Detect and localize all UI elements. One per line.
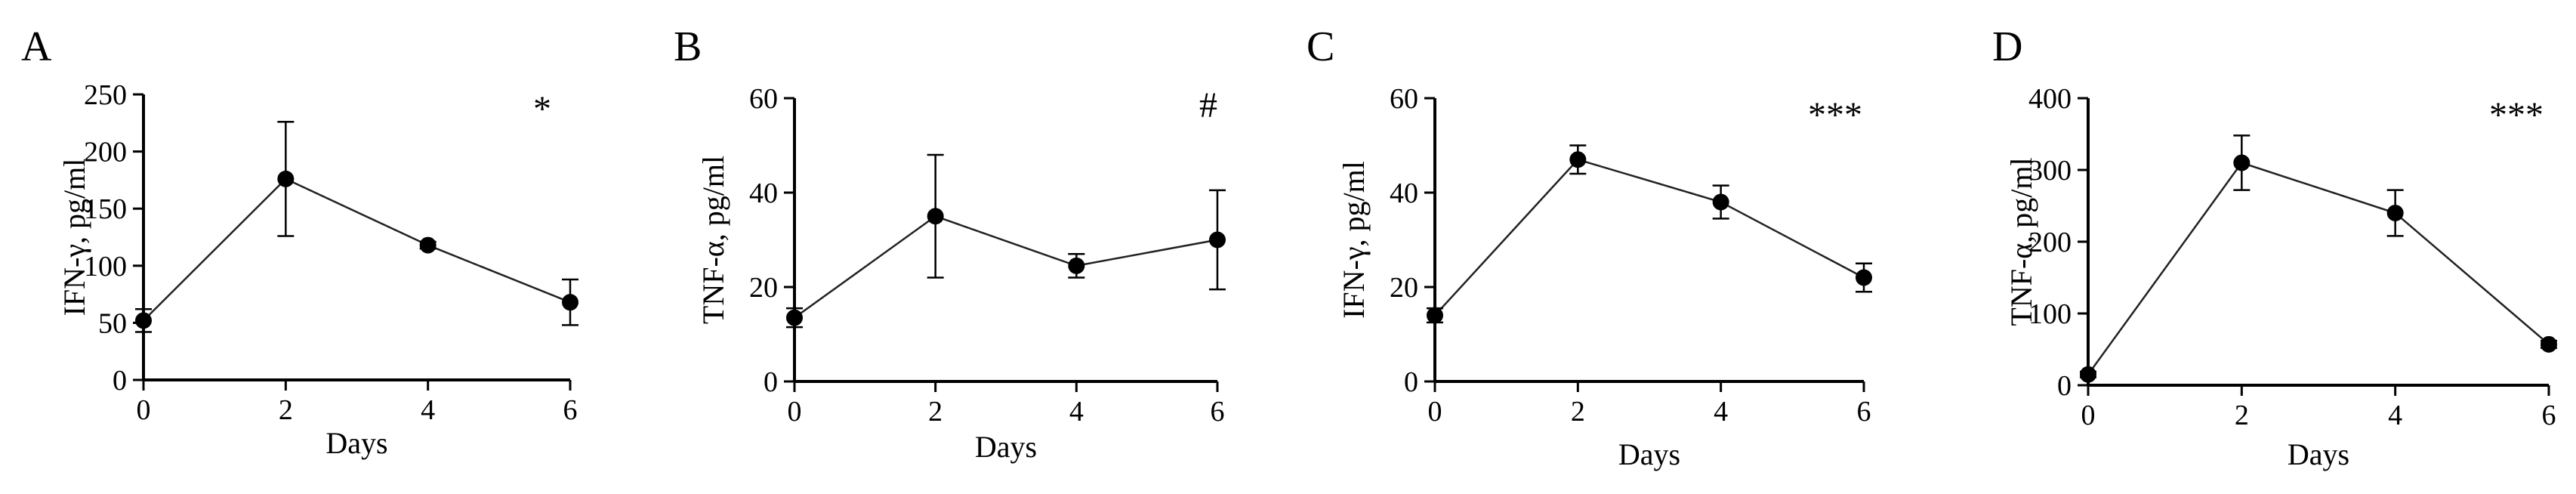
y-tick-label: 50: [98, 307, 127, 339]
data-point: [1569, 151, 1587, 168]
y-tick-label: 200: [2028, 227, 2072, 258]
x-tick-label: 4: [1714, 396, 1728, 428]
y-tick-label: 400: [2028, 83, 2072, 115]
y-axis-title: IFN-γ, pg/ml: [1337, 161, 1371, 319]
y-tick-label: 60: [749, 83, 778, 115]
chart-panel-d: D 0 100 200 300 400 0 2 4 6 Days TNF-α, pg/ml ***: [1992, 23, 2557, 471]
data-point: [786, 309, 803, 326]
y-tick-label: 250: [84, 79, 127, 111]
y-tick-label: 0: [113, 365, 127, 397]
x-tick-label: 0: [1428, 396, 1442, 428]
series-line: [143, 178, 571, 322]
x-axis-title: Days: [1618, 437, 1680, 471]
y-axis-title: TNF-α, pg/ml: [696, 156, 730, 324]
x-tick-label: 2: [2235, 400, 2249, 431]
x-tick-label: 2: [279, 394, 293, 426]
significance-label: ***: [2489, 95, 2544, 135]
y-tick-label: 300: [2028, 155, 2072, 187]
x-tick-label: 2: [1571, 396, 1585, 428]
x-tick-label: 2: [928, 396, 942, 428]
x-axis-title: Days: [2288, 437, 2349, 471]
x-tick-label: 6: [1211, 396, 1225, 428]
significance-label: #: [1199, 85, 1217, 125]
x-tick-label: 6: [563, 394, 578, 426]
y-tick-label: 40: [1390, 178, 1418, 209]
y-axis-title: TNF-α, pg/ml: [2004, 157, 2038, 326]
y-tick-label: 150: [84, 193, 127, 225]
series-line: [794, 215, 1218, 319]
y-tick-label: 40: [749, 178, 778, 209]
data-point: [927, 208, 944, 225]
x-tick-label: 0: [2081, 400, 2096, 431]
y-axis-title: IFN-γ, pg/ml: [57, 159, 91, 316]
x-axis-title: Days: [975, 430, 1037, 464]
data-point: [2541, 335, 2557, 353]
y-tick-label: 0: [764, 366, 778, 398]
panel-label: D: [1992, 23, 2022, 70]
data-point: [1856, 269, 1872, 286]
x-tick-label: 4: [2388, 400, 2402, 431]
significance-label: ***: [1808, 95, 1862, 135]
data-point: [1712, 193, 1729, 211]
significance-label: *: [533, 89, 551, 129]
chart-panel-c: C 0 20 40 60 0 2 4 6 Days IFN-γ, pg/ml ***: [1307, 23, 1872, 471]
y-tick-label: 0: [2057, 370, 2072, 402]
y-tick-label: 100: [84, 251, 127, 283]
data-point: [277, 170, 295, 187]
y-tick-label: 200: [84, 137, 127, 168]
x-axis-title: Days: [325, 426, 387, 460]
y-tick-label: 0: [1404, 366, 1418, 398]
y-tick-label: 20: [749, 272, 778, 304]
data-point: [2080, 366, 2096, 383]
y-tick-label: 20: [1390, 272, 1418, 304]
x-tick-label: 6: [2542, 400, 2556, 431]
x-tick-label: 0: [788, 396, 802, 428]
chart-panel-b: B 0 20 40 60 0 2 4 6 Days TNF-α, pg/ml #: [674, 23, 1226, 464]
x-tick-label: 6: [1857, 396, 1871, 428]
series-line: [1434, 158, 1865, 316]
data-point: [1068, 257, 1085, 274]
data-point: [419, 236, 437, 254]
panel-label: C: [1307, 23, 1334, 70]
chart-panel-a: A 0 50 100 150 200 250 0 2 4 6 Days IFN-γ, pg/ml *: [21, 23, 578, 460]
data-point: [1427, 307, 1443, 324]
panel-label: B: [674, 23, 702, 70]
panel-label: A: [21, 23, 52, 70]
x-tick-label: 0: [137, 394, 151, 426]
y-tick-label: 100: [2028, 298, 2072, 330]
y-tick-label: 60: [1390, 83, 1418, 115]
data-point: [1209, 231, 1226, 249]
data-point: [135, 312, 152, 329]
series-line: [2087, 162, 2550, 375]
x-tick-label: 4: [1069, 396, 1084, 428]
x-tick-label: 4: [421, 394, 435, 426]
data-point: [562, 294, 578, 311]
data-point: [2386, 205, 2404, 221]
data-point: [2233, 154, 2251, 171]
